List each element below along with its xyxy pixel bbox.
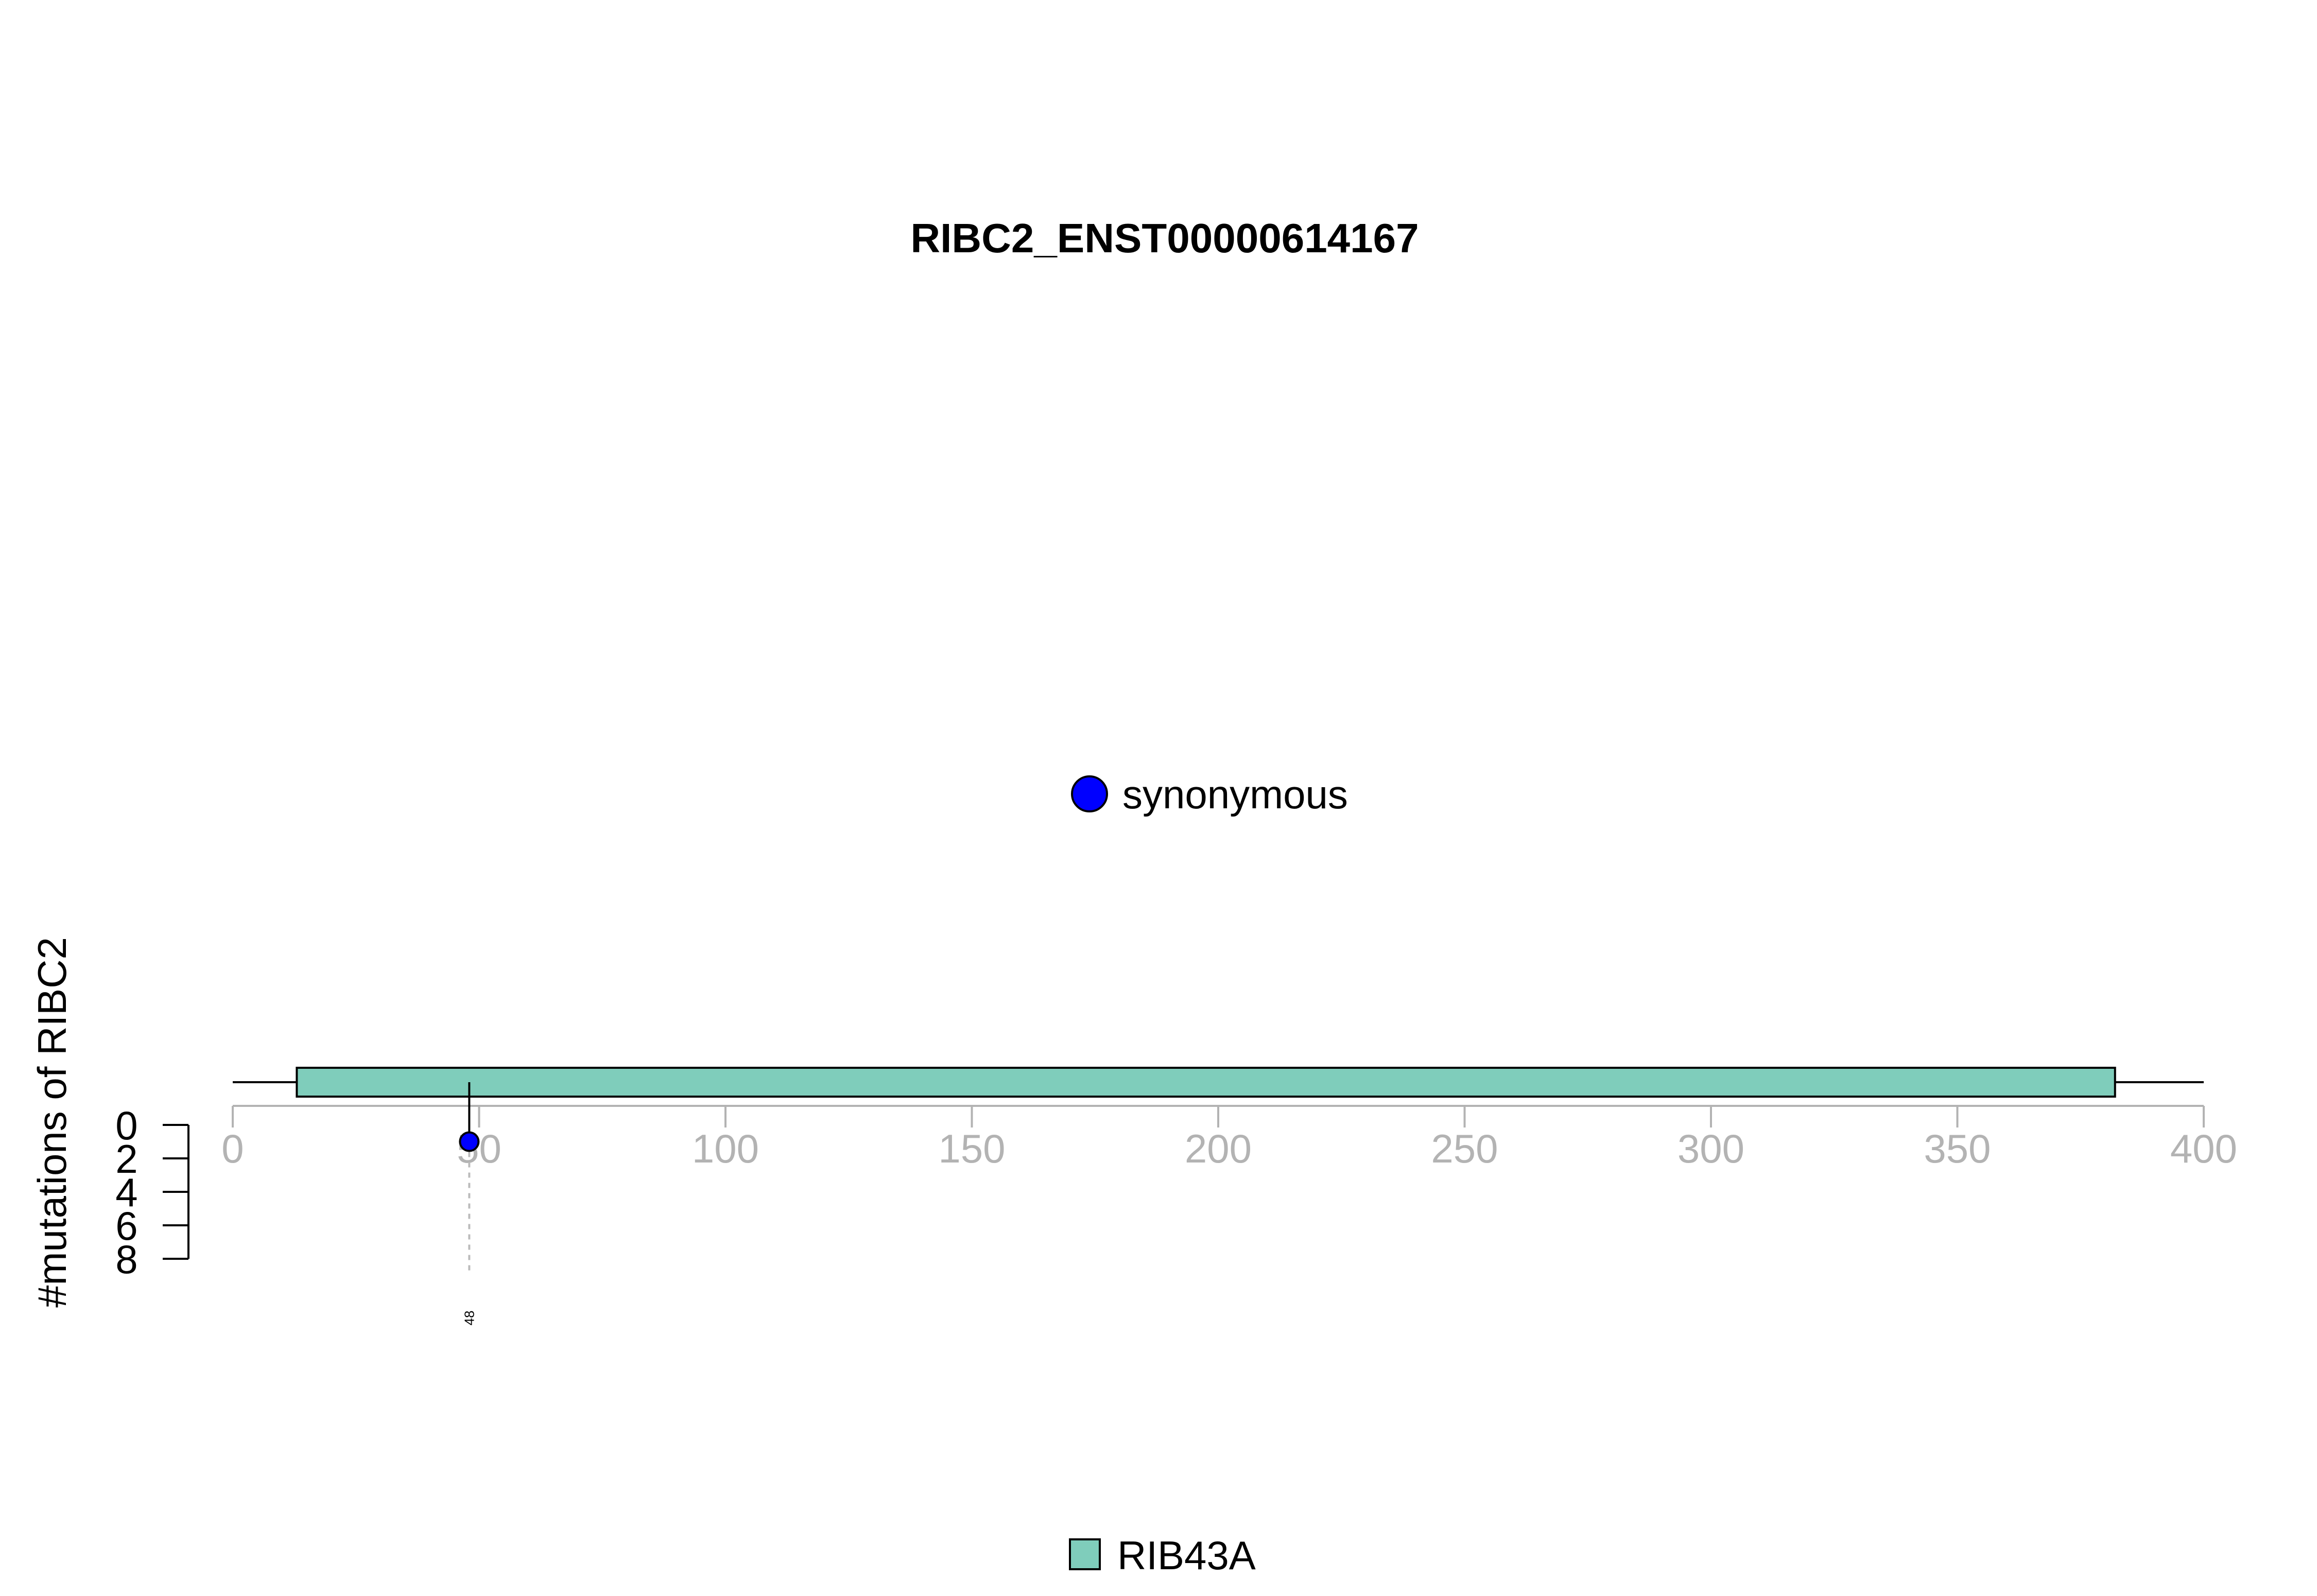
y-tick-label: 4 [115, 1170, 137, 1215]
legend-synonymous-marker [1071, 775, 1108, 812]
y-axis-label: #mutations of RIBC2 [29, 937, 75, 1308]
protein-domains [296, 1067, 2116, 1098]
y-tick-label: 0 [115, 1103, 137, 1148]
x-tick-label: 300 [1678, 1126, 1744, 1171]
domain-legend: RIB43A [1069, 1533, 1256, 1578]
x-tick-label: 0 [221, 1126, 244, 1171]
x-tick-label: 350 [1924, 1126, 1991, 1171]
y-tick-label: 6 [115, 1203, 137, 1248]
x-tick-label: 200 [1185, 1126, 1252, 1171]
x-tick-label: 150 [938, 1126, 1005, 1171]
x-tick-label: 250 [1431, 1126, 1498, 1171]
mutation-marker-synonymous [459, 1131, 480, 1152]
mutation-lollipops: 48 [459, 1082, 480, 1326]
x-tick-label: 100 [692, 1126, 759, 1171]
x-axis: 0 50 100 150 200 250 300 350 400 [221, 1105, 2237, 1171]
y-tick-label: 8 [115, 1237, 137, 1282]
domain-rib43a [296, 1067, 2116, 1098]
legend-synonymous-label: synonymous [1122, 772, 1348, 817]
mutation-position-label: 48 [461, 1311, 477, 1326]
x-tick-label: 400 [2170, 1126, 2237, 1171]
chart-title: RIBC2_ENST00000614167 [910, 215, 1419, 261]
legend-rib43a-label: RIB43A [1117, 1533, 1256, 1578]
mutation-type-legend: synonymous [1071, 772, 1348, 817]
y-tick-label: 2 [115, 1136, 137, 1182]
legend-rib43a-swatch [1069, 1538, 1101, 1570]
